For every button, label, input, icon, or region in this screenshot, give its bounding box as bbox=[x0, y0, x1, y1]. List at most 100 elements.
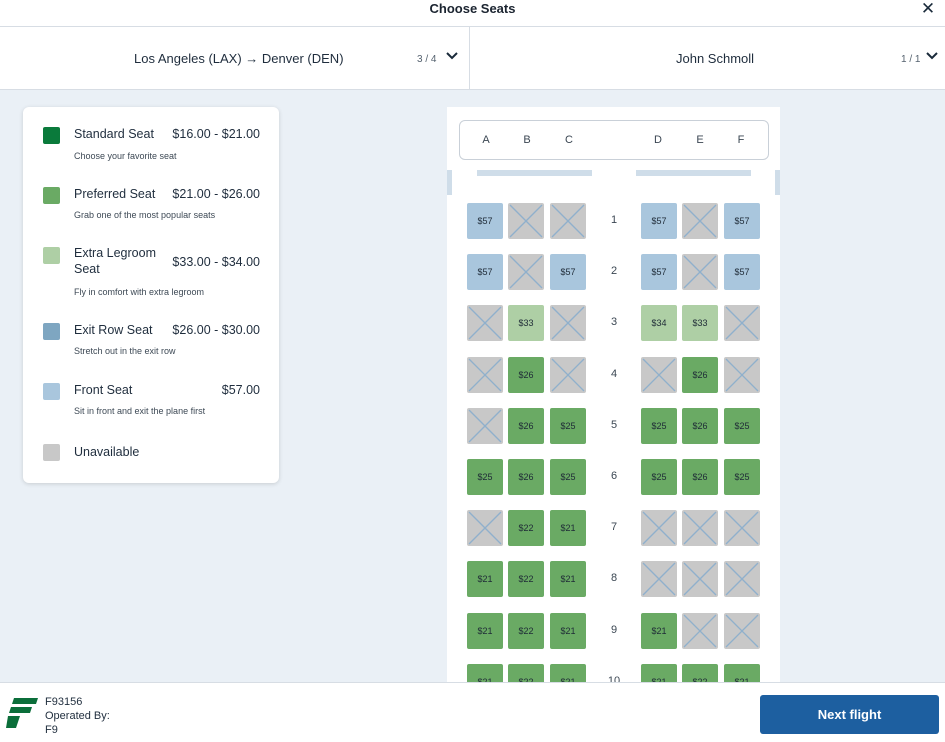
seat-1A[interactable]: $57 bbox=[467, 203, 503, 239]
passenger-name: John Schmoll bbox=[676, 51, 755, 66]
unavailable-x-icon bbox=[725, 562, 759, 596]
chevron-down-icon[interactable] bbox=[925, 49, 939, 63]
seat-2C[interactable]: $57 bbox=[550, 254, 586, 290]
seat-3E[interactable]: $33 bbox=[682, 305, 718, 341]
seat-3B[interactable]: $33 bbox=[508, 305, 544, 341]
unavailable-x-icon bbox=[683, 511, 717, 545]
seat-price: $22 bbox=[692, 677, 708, 682]
seat-4F bbox=[724, 357, 760, 393]
seat-2E bbox=[682, 254, 718, 290]
seat-8F bbox=[724, 561, 760, 597]
unavailable-x-icon bbox=[642, 511, 676, 545]
seat-price: $21 bbox=[560, 677, 576, 682]
seat-price: $57 bbox=[477, 216, 493, 226]
legend-name: Unavailable bbox=[74, 445, 140, 459]
seat-price: $21 bbox=[560, 626, 576, 636]
row-number: 4 bbox=[610, 368, 618, 380]
next-flight-button[interactable]: Next flight bbox=[760, 695, 939, 734]
overhead-bin-left bbox=[477, 170, 592, 176]
seat-8D bbox=[641, 561, 677, 597]
legend-price: $26.00 - $30.00 bbox=[172, 323, 260, 337]
seat-1D[interactable]: $57 bbox=[641, 203, 677, 239]
seat-price: $21 bbox=[477, 574, 493, 584]
seat-2D[interactable]: $57 bbox=[641, 254, 677, 290]
seat-2A[interactable]: $57 bbox=[467, 254, 503, 290]
legend-swatch bbox=[43, 323, 60, 340]
seat-price: $21 bbox=[560, 523, 576, 533]
seat-10D[interactable]: $21 bbox=[641, 664, 677, 682]
flight-count: 3 / 4 bbox=[417, 54, 437, 65]
row-number: 10 bbox=[607, 675, 621, 682]
seat-price: $57 bbox=[651, 267, 667, 277]
seat-4E[interactable]: $26 bbox=[682, 357, 718, 393]
seat-6C[interactable]: $25 bbox=[550, 459, 586, 495]
unavailable-x-icon bbox=[683, 204, 717, 238]
seat-price: $25 bbox=[477, 472, 493, 482]
seat-8E bbox=[682, 561, 718, 597]
legend-price: $21.00 - $26.00 bbox=[172, 187, 260, 201]
seat-9E bbox=[682, 613, 718, 649]
seat-5B[interactable]: $26 bbox=[508, 408, 544, 444]
seat-8C[interactable]: $21 bbox=[550, 561, 586, 597]
seat-6D[interactable]: $25 bbox=[641, 459, 677, 495]
operator-code: F9 bbox=[45, 724, 58, 736]
seat-10A[interactable]: $21 bbox=[467, 664, 503, 682]
unavailable-x-icon bbox=[725, 306, 759, 340]
seat-price: $22 bbox=[518, 677, 534, 682]
flight-route: Los Angeles (LAX) → Denver (DEN) bbox=[134, 51, 344, 66]
seat-price: $26 bbox=[518, 472, 534, 482]
seat-7C[interactable]: $21 bbox=[550, 510, 586, 546]
seat-10F[interactable]: $21 bbox=[724, 664, 760, 682]
seat-price: $21 bbox=[560, 574, 576, 584]
seat-5C[interactable]: $25 bbox=[550, 408, 586, 444]
top-bar: Choose Seats ✕ bbox=[0, 0, 945, 27]
footer-bar: F93156 Operated By: F9 Next flight bbox=[0, 682, 945, 742]
passenger-count: 1 / 1 bbox=[901, 54, 921, 65]
flight-selector[interactable]: Los Angeles (LAX) → Denver (DEN) 3 / 4 bbox=[0, 27, 470, 90]
seat-4B[interactable]: $26 bbox=[508, 357, 544, 393]
unavailable-x-icon bbox=[725, 358, 759, 392]
seat-5D[interactable]: $25 bbox=[641, 408, 677, 444]
passenger-selector[interactable]: John Schmoll 1 / 1 bbox=[471, 27, 945, 90]
legend-desc: Fly in comfort with extra legroom bbox=[74, 287, 205, 297]
seat-8B[interactable]: $22 bbox=[508, 561, 544, 597]
seat-price: $26 bbox=[692, 472, 708, 482]
seat-3A bbox=[467, 305, 503, 341]
legend-name: Standard Seat bbox=[74, 127, 154, 141]
seat-3D[interactable]: $34 bbox=[641, 305, 677, 341]
seat-8A[interactable]: $21 bbox=[467, 561, 503, 597]
seat-6F[interactable]: $25 bbox=[724, 459, 760, 495]
seat-1F[interactable]: $57 bbox=[724, 203, 760, 239]
legend-desc: Stretch out in the exit row bbox=[74, 346, 176, 356]
seat-2B bbox=[508, 254, 544, 290]
seat-2F[interactable]: $57 bbox=[724, 254, 760, 290]
seat-10B[interactable]: $22 bbox=[508, 664, 544, 682]
legend-name: Exit Row Seat bbox=[74, 323, 153, 337]
seat-5E[interactable]: $26 bbox=[682, 408, 718, 444]
seat-price: $25 bbox=[734, 421, 750, 431]
seat-10E[interactable]: $22 bbox=[682, 664, 718, 682]
seat-7E bbox=[682, 510, 718, 546]
seat-4A bbox=[467, 357, 503, 393]
seat-9D[interactable]: $21 bbox=[641, 613, 677, 649]
seat-7B[interactable]: $22 bbox=[508, 510, 544, 546]
chevron-down-icon[interactable] bbox=[445, 49, 459, 63]
seat-price: $25 bbox=[734, 472, 750, 482]
seat-map: A B C D E F 1 $57 $57 $57 2 $57 $57 $57 $57 3 $33 $… bbox=[447, 107, 780, 682]
column-header: A B C D E F bbox=[459, 120, 769, 160]
seat-5F[interactable]: $25 bbox=[724, 408, 760, 444]
close-icon[interactable]: ✕ bbox=[920, 0, 936, 18]
legend-swatch bbox=[43, 187, 60, 204]
seat-9A[interactable]: $21 bbox=[467, 613, 503, 649]
seat-6B[interactable]: $26 bbox=[508, 459, 544, 495]
unavailable-x-icon bbox=[509, 255, 543, 289]
unavailable-x-icon bbox=[725, 614, 759, 648]
seat-6E[interactable]: $26 bbox=[682, 459, 718, 495]
seat-price: $25 bbox=[651, 421, 667, 431]
seat-9C[interactable]: $21 bbox=[550, 613, 586, 649]
seat-6A[interactable]: $25 bbox=[467, 459, 503, 495]
seat-price: $34 bbox=[651, 318, 667, 328]
seat-10C[interactable]: $21 bbox=[550, 664, 586, 682]
seat-9B[interactable]: $22 bbox=[508, 613, 544, 649]
unavailable-x-icon bbox=[468, 306, 502, 340]
